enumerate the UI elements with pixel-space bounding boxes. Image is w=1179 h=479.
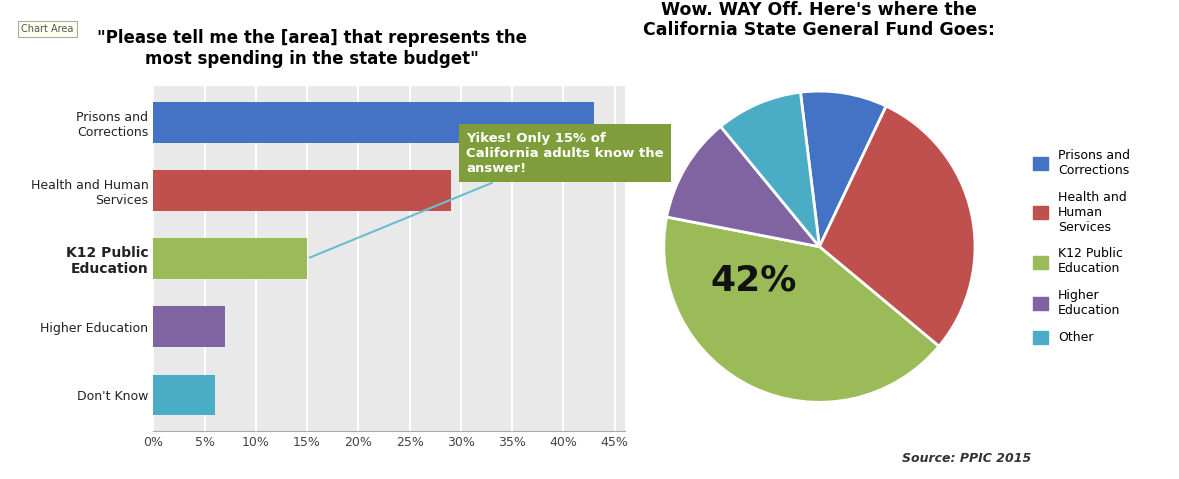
- Bar: [153, 102, 594, 143]
- Bar: [153, 375, 215, 415]
- Text: Source: PPIC 2015: Source: PPIC 2015: [902, 452, 1032, 465]
- Bar: [153, 238, 307, 279]
- Text: 42%: 42%: [711, 264, 797, 298]
- Bar: [153, 307, 225, 347]
- Text: Chart Area: Chart Area: [21, 24, 73, 34]
- Bar: [153, 170, 450, 211]
- Legend: Prisons and
Corrections, Health and
Human
Services, K12 Public
Education, Higher: Prisons and Corrections, Health and Huma…: [1028, 144, 1135, 350]
- Wedge shape: [720, 92, 819, 247]
- Wedge shape: [664, 217, 938, 402]
- Wedge shape: [666, 126, 819, 247]
- Wedge shape: [819, 106, 975, 346]
- Text: "Please tell me the [area] that represents the
most spending in the state budget: "Please tell me the [area] that represen…: [98, 29, 527, 68]
- Wedge shape: [801, 91, 887, 247]
- Text: Yikes! Only 15% of
California adults know the
answer!: Yikes! Only 15% of California adults kno…: [310, 132, 664, 258]
- Title: Wow. WAY Off. Here's where the
California State General Fund Goes:: Wow. WAY Off. Here's where the Californi…: [644, 0, 995, 39]
